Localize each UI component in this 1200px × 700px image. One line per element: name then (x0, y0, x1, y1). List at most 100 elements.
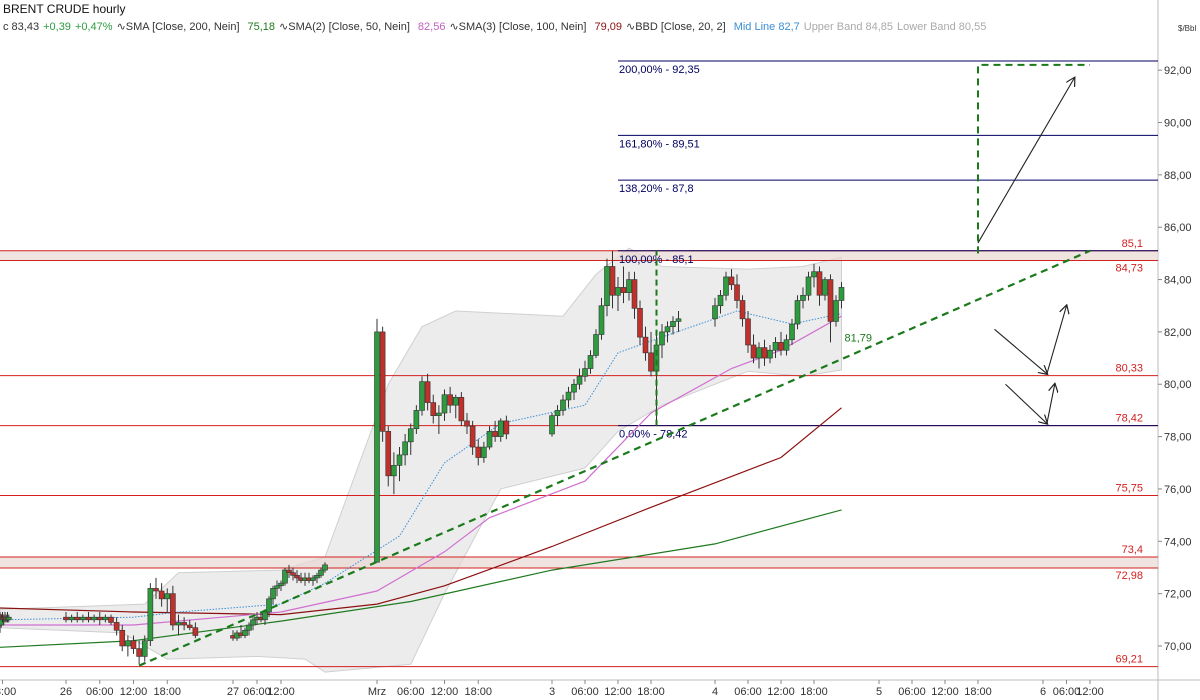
candle-body-8 (63, 616, 69, 621)
candle-body-87 (587, 355, 594, 369)
candle-body-24 (153, 588, 159, 592)
fib-label-0: 0,00% - 78,42 (619, 429, 688, 441)
candle-body-35 (242, 629, 248, 636)
x-tick-label-14: 12:00 (604, 686, 632, 698)
sma200-legend-value: 75,18 (247, 21, 276, 33)
chart-title: BRENT CRUDE hourly (3, 2, 126, 16)
candle-body-120 (800, 294, 806, 301)
candle-body-67 (436, 412, 442, 416)
candle-body-14 (96, 616, 103, 621)
fib-label-4: 200,00% - 92,35 (619, 64, 700, 76)
candle-body-54 (318, 569, 324, 576)
candle-body-113 (761, 347, 768, 359)
candle-body-109 (739, 300, 746, 320)
candle-body-48 (294, 575, 300, 579)
sma50-legend-label: ∿SMA(2) [Close, 50, Nein] (279, 21, 410, 33)
candle-body-91 (609, 266, 616, 296)
sma50-legend-value: 82,56 (417, 21, 446, 33)
x-tick-label-1: 26 (60, 686, 72, 698)
candle-body-115 (772, 342, 779, 351)
candle-body-123 (816, 271, 823, 296)
candle-body-65 (424, 381, 431, 403)
y-tick-label-7: 84,00 (1164, 275, 1192, 287)
candle-body-30 (186, 624, 193, 628)
sma100-line (0, 407, 842, 616)
y-tick-label-9: 88,00 (1164, 170, 1192, 182)
bbd-upper-band: Upper Band 84,85 (803, 21, 894, 33)
x-tick-label-24: 6 (1040, 686, 1046, 698)
candle-body-53 (314, 575, 320, 579)
candle-body-76 (486, 431, 493, 448)
target-projection-line (977, 63, 1090, 254)
price-band-1 (0, 250, 1158, 261)
candle-body-78 (497, 420, 504, 437)
candle-body-28 (175, 622, 182, 626)
candle-body-66 (430, 402, 437, 416)
y-tick-label-10: 90,00 (1164, 118, 1192, 130)
candle-body-58 (385, 431, 392, 477)
candle-body-36 (246, 624, 252, 631)
candle-body-111 (750, 344, 757, 359)
candle-body-23 (147, 588, 154, 642)
candle-body-89 (598, 305, 605, 335)
candle-body-63 (413, 410, 420, 430)
x-tick-label-12: 3 (549, 686, 555, 698)
candle-body-56 (374, 331, 380, 563)
candle-body-95 (631, 279, 638, 309)
level-label-7: 85,1 (1122, 238, 1143, 250)
level-label-4: 78,42 (1115, 413, 1143, 425)
x-tick-label-20: 5 (876, 686, 882, 698)
fib-label-3: 161,80% - 89,51 (619, 138, 700, 150)
candle-body-55 (322, 564, 328, 571)
candle-body-72 (464, 420, 470, 427)
candle-body-105 (717, 294, 724, 307)
candle-body-106 (723, 276, 729, 296)
candle-body-44 (278, 582, 284, 587)
candle-body-15 (102, 616, 109, 621)
scenario-arrow-2 (1046, 306, 1067, 374)
x-tick-label-23: 18:00 (964, 686, 992, 698)
candle-body-17 (113, 622, 120, 631)
level-label-1: 72,98 (1115, 570, 1143, 582)
candle-body-104 (712, 305, 718, 320)
indicator-legend: c 83,43 +0,39 +0,47% ∿SMA [Close, 200, Nein… (3, 20, 990, 33)
candle-body-90 (604, 266, 610, 307)
candle-body-57 (379, 331, 386, 432)
candle-body-81 (554, 410, 561, 416)
candle-body-31 (192, 627, 199, 636)
x-tick-label-19: 18:00 (800, 686, 828, 698)
candle-body-88 (593, 334, 599, 356)
candles-group (0, 250, 845, 665)
candle-body-118 (789, 323, 795, 341)
candle-body-16 (108, 616, 114, 623)
candle-body-12 (85, 616, 92, 621)
sma100-legend-label: ∿SMA(3) [Close, 100, Nein] (449, 21, 587, 33)
candle-body-80 (549, 415, 555, 435)
sma50-line (0, 315, 842, 626)
candle-body-116 (778, 342, 784, 351)
candle-body-98 (648, 352, 654, 372)
scenario-arrow-0 (977, 78, 1074, 244)
candle-body-110 (745, 318, 751, 346)
level-label-5: 80,33 (1115, 363, 1143, 375)
candle-body-99 (653, 344, 660, 372)
candle-body-62 (407, 428, 414, 443)
candle-body-26 (164, 593, 171, 600)
last-price: c 83,43 (3, 21, 40, 33)
candle-body-59 (391, 465, 397, 477)
level-label-3: 75,75 (1115, 482, 1143, 494)
candle-body-19 (125, 640, 131, 647)
candle-body-77 (492, 431, 498, 437)
candle-body-52 (310, 577, 316, 581)
candle-body-10 (74, 616, 81, 621)
candle-body-7 (5, 616, 12, 621)
candle-body-22 (141, 640, 148, 657)
x-tick-label-13: 06:00 (571, 686, 599, 698)
candle-body-103 (675, 318, 682, 322)
candle-body-112 (756, 347, 762, 359)
candle-body-107 (728, 276, 735, 286)
candle-body-21 (136, 648, 142, 657)
candle-body-124 (822, 279, 828, 296)
